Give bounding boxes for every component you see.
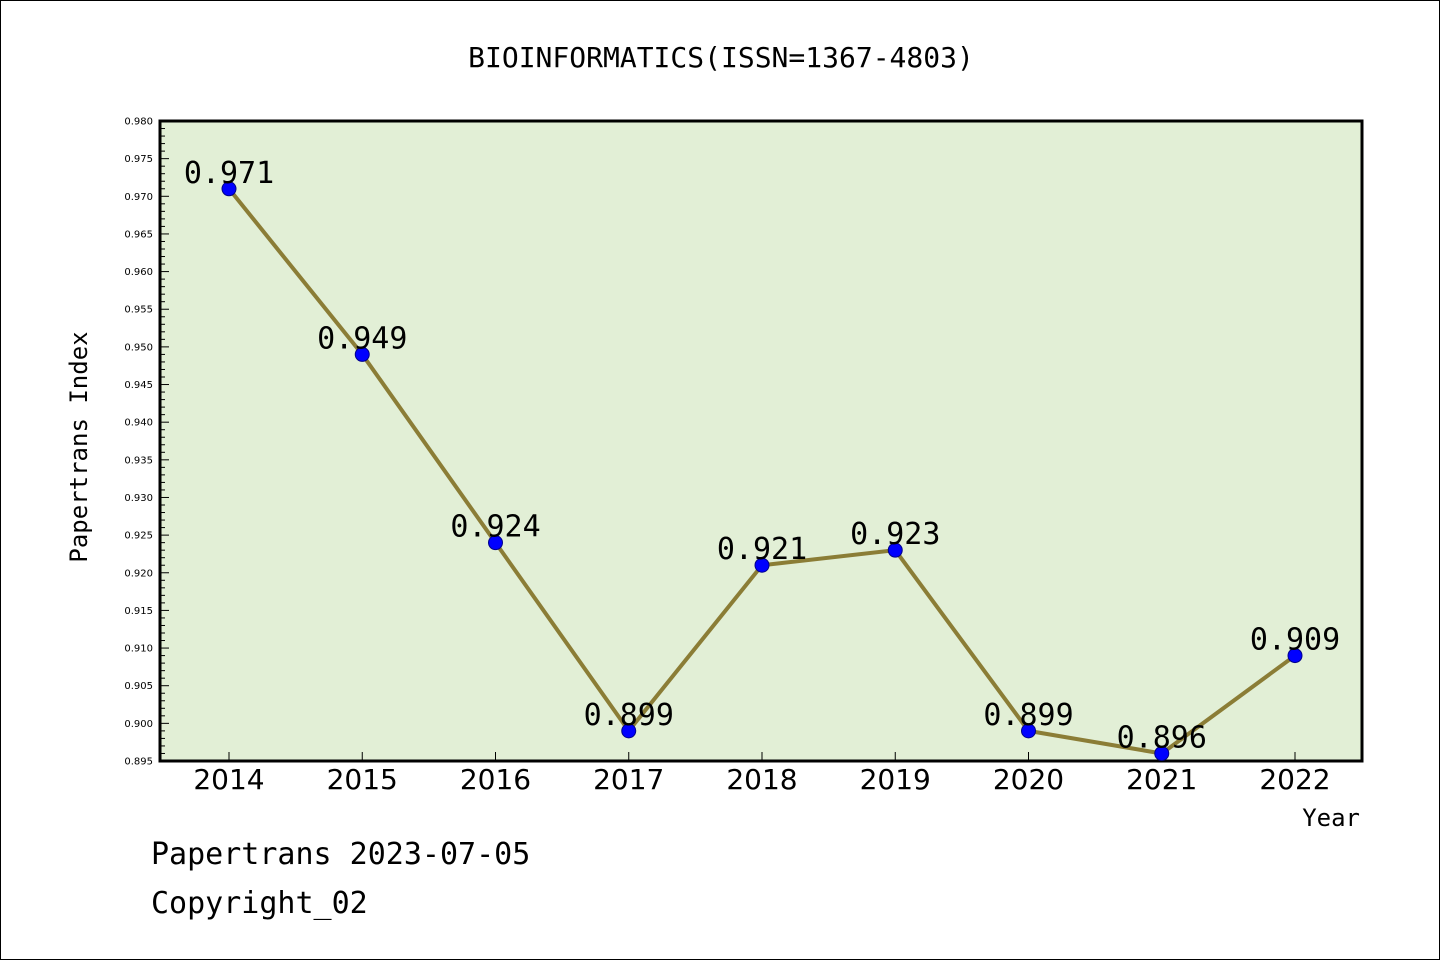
- x-axis-label: Year: [1302, 804, 1360, 832]
- data-point: [1287, 648, 1303, 664]
- y-tick-label: 0.920: [124, 568, 153, 579]
- x-tick-label: 2014: [193, 763, 264, 796]
- data-label: 0.971: [184, 156, 274, 191]
- data-label: 0.924: [450, 510, 540, 545]
- data-point: [887, 542, 903, 558]
- data-point: [754, 557, 770, 573]
- x-tick-label: 2019: [860, 763, 931, 796]
- y-tick-label: 0.910: [124, 644, 153, 655]
- data-label: 0.923: [850, 517, 940, 552]
- y-tick-label: 0.935: [124, 455, 153, 466]
- y-tick-label: 0.895: [124, 757, 153, 768]
- data-point: [1154, 745, 1170, 761]
- chart-title: BIOINFORMATICS(ISSN=1367-4803): [468, 41, 974, 74]
- x-tick-label: 2015: [327, 763, 398, 796]
- footer-date-line: Papertrans 2023-07-05: [151, 837, 531, 872]
- y-tick-label: 0.955: [124, 305, 153, 316]
- y-tick-label: 0.965: [124, 229, 153, 240]
- data-point: [488, 535, 503, 551]
- x-tick-label: 2021: [1126, 763, 1197, 796]
- x-tick-label: 2020: [993, 763, 1064, 796]
- y-tick-label: 0.905: [124, 681, 153, 692]
- data-point: [354, 346, 370, 362]
- data-label: 0.909: [1250, 623, 1340, 658]
- data-point: [1021, 723, 1036, 739]
- y-tick-label: 0.960: [124, 267, 153, 278]
- plot-area: [158, 119, 1364, 763]
- y-axis-label: Papertrans Index: [65, 331, 93, 562]
- y-tick-label: 0.900: [124, 719, 153, 730]
- y-axis-ticks: 0.895 0.900 0.905 0.910 0.915 0.920 0.925 0.930…: [124, 117, 169, 768]
- x-tick-label: 2016: [460, 763, 531, 796]
- y-tick-label: 0.980: [124, 117, 153, 128]
- y-tick-label: 0.915: [124, 606, 153, 617]
- y-tick-label: 0.945: [124, 380, 153, 391]
- y-tick-label: 0.925: [124, 531, 153, 542]
- data-label: 0.899: [584, 698, 674, 733]
- data-point: [221, 181, 237, 197]
- x-tick-label: 2018: [726, 763, 797, 796]
- y-tick-label: 0.975: [124, 154, 153, 165]
- y-tick-label: 0.970: [124, 192, 153, 203]
- x-axis-ticks: 2014 2015 2016 2017 2018 2019 2020 2021 2022: [193, 752, 1331, 796]
- y-tick-label: 0.940: [124, 418, 153, 429]
- y-tick-label: 0.930: [124, 493, 153, 504]
- y-tick-label: 0.950: [124, 342, 153, 353]
- data-label: 0.921: [717, 532, 807, 567]
- x-tick-label: 2017: [593, 763, 664, 796]
- data-point: [621, 723, 637, 739]
- series-layer: 0.971 0.949 0.924 0.899 0.921 0.923 0.899 0.896…: [184, 156, 1340, 761]
- footer-copyright-line: Copyright_02: [151, 886, 368, 921]
- data-label: 0.896: [1117, 720, 1207, 755]
- data-label: 0.949: [317, 321, 407, 356]
- data-label: 0.899: [983, 698, 1073, 733]
- x-tick-label: 2022: [1259, 763, 1330, 796]
